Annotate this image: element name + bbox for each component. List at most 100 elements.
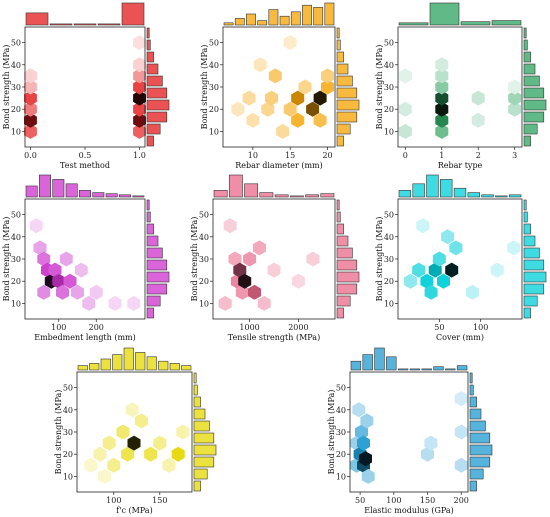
x-axis-label: Tensile strength (MPa)	[228, 333, 320, 342]
top-hist-bar	[397, 368, 409, 371]
hexbin-cell	[133, 90, 146, 106]
hexbin-cell	[398, 68, 412, 84]
x-tick-label: 0	[403, 151, 408, 160]
right-hist-bar	[469, 396, 477, 408]
hexbin-cell	[441, 229, 455, 245]
top-hist-bar	[305, 194, 320, 198]
hexbin-cell	[257, 295, 271, 311]
hexbin-cell	[248, 284, 261, 300]
y-tick-label: 20	[336, 450, 346, 459]
y-tick-label: 40	[384, 61, 394, 70]
top-hist-bar	[398, 22, 429, 26]
hexbin-cell	[508, 90, 522, 106]
right-hist-bar	[146, 27, 150, 39]
top-hist-bar	[374, 347, 385, 371]
right-hist-bar	[193, 372, 197, 384]
right-hist-bar	[146, 39, 151, 51]
y-tick-label: 30	[11, 83, 21, 92]
top-hist-bar	[426, 174, 439, 198]
hexbin-cell	[508, 101, 522, 117]
hexbin-cell	[403, 273, 417, 289]
hexbin-cell	[235, 284, 249, 300]
hexbin-cell	[48, 262, 62, 278]
hexbin-cell	[435, 57, 449, 73]
y-tick-label: 50	[384, 211, 394, 220]
x-tick-label: 15	[285, 151, 295, 160]
hexbin-cell	[116, 424, 130, 440]
hexbin-cell	[74, 262, 88, 278]
x-axis-label: f'c (MPa)	[116, 506, 152, 515]
y-tick-label: 30	[11, 255, 21, 264]
y-tick-label: 10	[384, 127, 394, 136]
right-hist-bar	[523, 223, 531, 235]
right-hist-bar	[146, 63, 159, 75]
hexbin-cell	[398, 101, 412, 117]
y-tick-label: 40	[209, 61, 219, 70]
panel-2: 10 15 20 10 20 30 40 50 Rebar diameter (mm) Bond …	[200, 2, 360, 170]
y-tick-label: 20	[384, 105, 394, 114]
y-tick-label: 50	[63, 384, 73, 393]
hexbin-cell	[420, 273, 434, 289]
x-tick-label: 100	[51, 323, 66, 332]
hexbin-cell	[246, 112, 260, 128]
hexbin-cell	[82, 295, 96, 311]
y-tick-label: 50	[11, 211, 21, 220]
hexbin-cell	[108, 295, 122, 311]
hexbin-cell	[52, 273, 66, 289]
x-tick-label: 200	[89, 323, 104, 332]
right-hist-bar	[146, 247, 163, 259]
top-hist-bar	[25, 12, 49, 26]
hexbin-cell	[243, 251, 257, 267]
hexbin-cell	[133, 68, 146, 84]
top-hist-bar	[92, 192, 105, 198]
right-hist-bar	[193, 432, 215, 444]
hexbin-cell	[291, 273, 305, 289]
top-hist-bar	[246, 13, 256, 26]
hexbin-cell	[24, 112, 37, 128]
y-tick-label: 30	[384, 83, 394, 92]
hexbin-cell	[321, 79, 334, 95]
plot-frame	[397, 26, 523, 148]
x-axis-label: Elastic modulus (GPa)	[364, 506, 454, 515]
top-hist-bar	[52, 179, 65, 198]
y-tick-label: 10	[209, 127, 219, 136]
top-hist-bar	[121, 2, 145, 26]
top-hist-bar	[320, 193, 335, 198]
top-hist-bar	[456, 365, 468, 371]
hexbin-cell	[454, 424, 468, 440]
hexbin-cell	[306, 251, 320, 267]
x-tick-label: 100	[106, 496, 121, 505]
x-tick-label: 10	[248, 151, 258, 160]
y-tick-label: 10	[384, 299, 394, 308]
x-axis-label: Cover (mm)	[436, 333, 484, 342]
right-hist-bar	[146, 235, 159, 247]
hexbin-cell	[37, 251, 51, 267]
right-hist-bar	[469, 420, 486, 432]
right-hist-bar	[336, 211, 341, 223]
y-tick-label: 50	[384, 39, 394, 48]
top-hist-bar	[495, 195, 508, 198]
hexbin-cell	[133, 79, 146, 95]
right-hist-bar	[523, 63, 536, 75]
hexbin-cell	[56, 284, 69, 300]
top-hist-bar	[290, 11, 301, 26]
x-tick-label: 1	[439, 151, 444, 160]
hexbin-cell	[445, 262, 459, 278]
hexbin-cell	[416, 218, 430, 234]
top-hist-bar	[213, 190, 228, 198]
hexbin-cell	[449, 240, 463, 256]
right-hist-bar	[469, 480, 477, 492]
y-tick-label: 20	[199, 277, 209, 286]
hexbin-cell	[24, 68, 37, 84]
y-tick-label: 40	[11, 61, 21, 70]
x-tick-label: 20	[322, 151, 332, 160]
top-hist-bar	[433, 366, 444, 371]
hexbin-cell	[398, 123, 412, 139]
plot-frame	[397, 198, 523, 320]
hexbin-cell	[508, 79, 522, 95]
right-hist-bar	[336, 111, 358, 123]
y-tick-label: 50	[336, 384, 346, 393]
hexbin-cell	[252, 240, 266, 256]
top-hist-bar	[79, 190, 91, 198]
right-hist-bar	[523, 135, 531, 147]
